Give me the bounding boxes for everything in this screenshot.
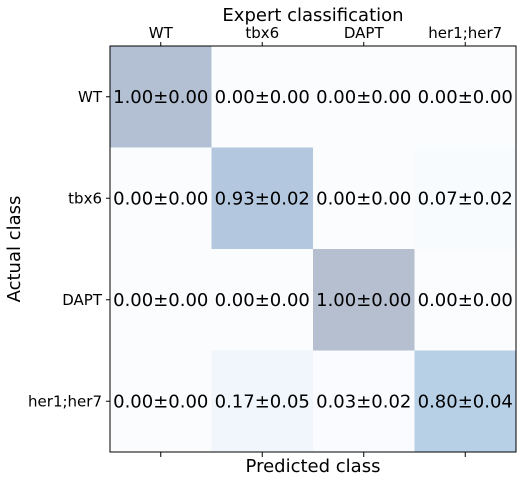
plot-frame: [109, 45, 517, 453]
heatmap-cells: [110, 46, 517, 453]
heatmap-cell-r2-c2: [313, 249, 415, 351]
heatmap-cell-r1-c2: [313, 147, 415, 250]
cell-value-label: 0.00±0.00: [215, 290, 310, 311]
cell-value-label: 0.00±0.00: [418, 87, 513, 108]
x-tick-label: her1;her7: [428, 24, 502, 42]
x-tick-marks-bottom: [160, 452, 466, 457]
heatmap-cell-labels: 1.00±0.00 0.00±0.00 0.00±0.00 0.00±0.00 0.00…: [113, 87, 513, 413]
heatmap-cell-r3-c0: [110, 350, 212, 453]
heatmap-cell-r1-c1: [211, 147, 314, 250]
x-tick-labels: WT tbx6 DAPT her1;her7: [149, 24, 502, 46]
heatmap-cell-r3-c2: [313, 350, 415, 453]
x-axis-title: Predicted class: [246, 456, 381, 477]
cell-value-label: 0.03±0.02: [316, 391, 411, 412]
cell-value-label: 0.00±0.00: [418, 290, 513, 311]
cell-value-label: 0.00±0.00: [113, 290, 208, 311]
y-axis-title: Actual class: [4, 196, 25, 303]
chart-title: Expert classification: [222, 5, 403, 26]
x-tick-label: DAPT: [344, 24, 385, 42]
cell-value-label: 1.00±0.00: [316, 290, 411, 311]
cell-value-label: 0.07±0.02: [418, 188, 513, 209]
cell-value-label: 0.00±0.00: [316, 188, 411, 209]
heatmap-cell-r3-c3: [414, 350, 517, 453]
x-tick-label: WT: [149, 24, 174, 42]
heatmap-cell-r0-c3: [414, 46, 517, 148]
cell-value-label: 0.17±0.05: [215, 391, 310, 412]
heatmap-cell-r0-c0: [110, 46, 212, 148]
y-tick-label: tbx6: [68, 189, 102, 207]
y-tick-label: WT: [78, 88, 103, 106]
cell-value-label: 0.00±0.00: [215, 87, 310, 108]
y-tick-label: her1;her7: [28, 392, 102, 410]
cell-value-label: 0.00±0.00: [316, 87, 411, 108]
cell-value-label: 1.00±0.00: [113, 87, 208, 108]
heatmap-cell-r3-c1: [211, 350, 314, 453]
y-tick-labels: WT tbx6 DAPT her1;her7: [28, 88, 110, 410]
heatmap-cell-r0-c1: [211, 46, 314, 148]
heatmap-cell-r2-c0: [110, 249, 212, 351]
heatmap-cell-r2-c3: [414, 249, 517, 351]
heatmap-cell-r1-c0: [110, 147, 212, 250]
cell-value-label: 0.80±0.04: [418, 391, 513, 412]
y-tick-label: DAPT: [62, 291, 103, 309]
heatmap-cell-r2-c1: [211, 249, 314, 351]
heatmap-cell-r1-c3: [414, 147, 517, 250]
cell-value-label: 0.00±0.00: [113, 188, 208, 209]
cell-value-label: 0.93±0.02: [215, 188, 310, 209]
heatmap-cell-r0-c2: [313, 46, 415, 148]
x-tick-label: tbx6: [245, 24, 279, 42]
cell-value-label: 0.00±0.00: [113, 391, 208, 412]
